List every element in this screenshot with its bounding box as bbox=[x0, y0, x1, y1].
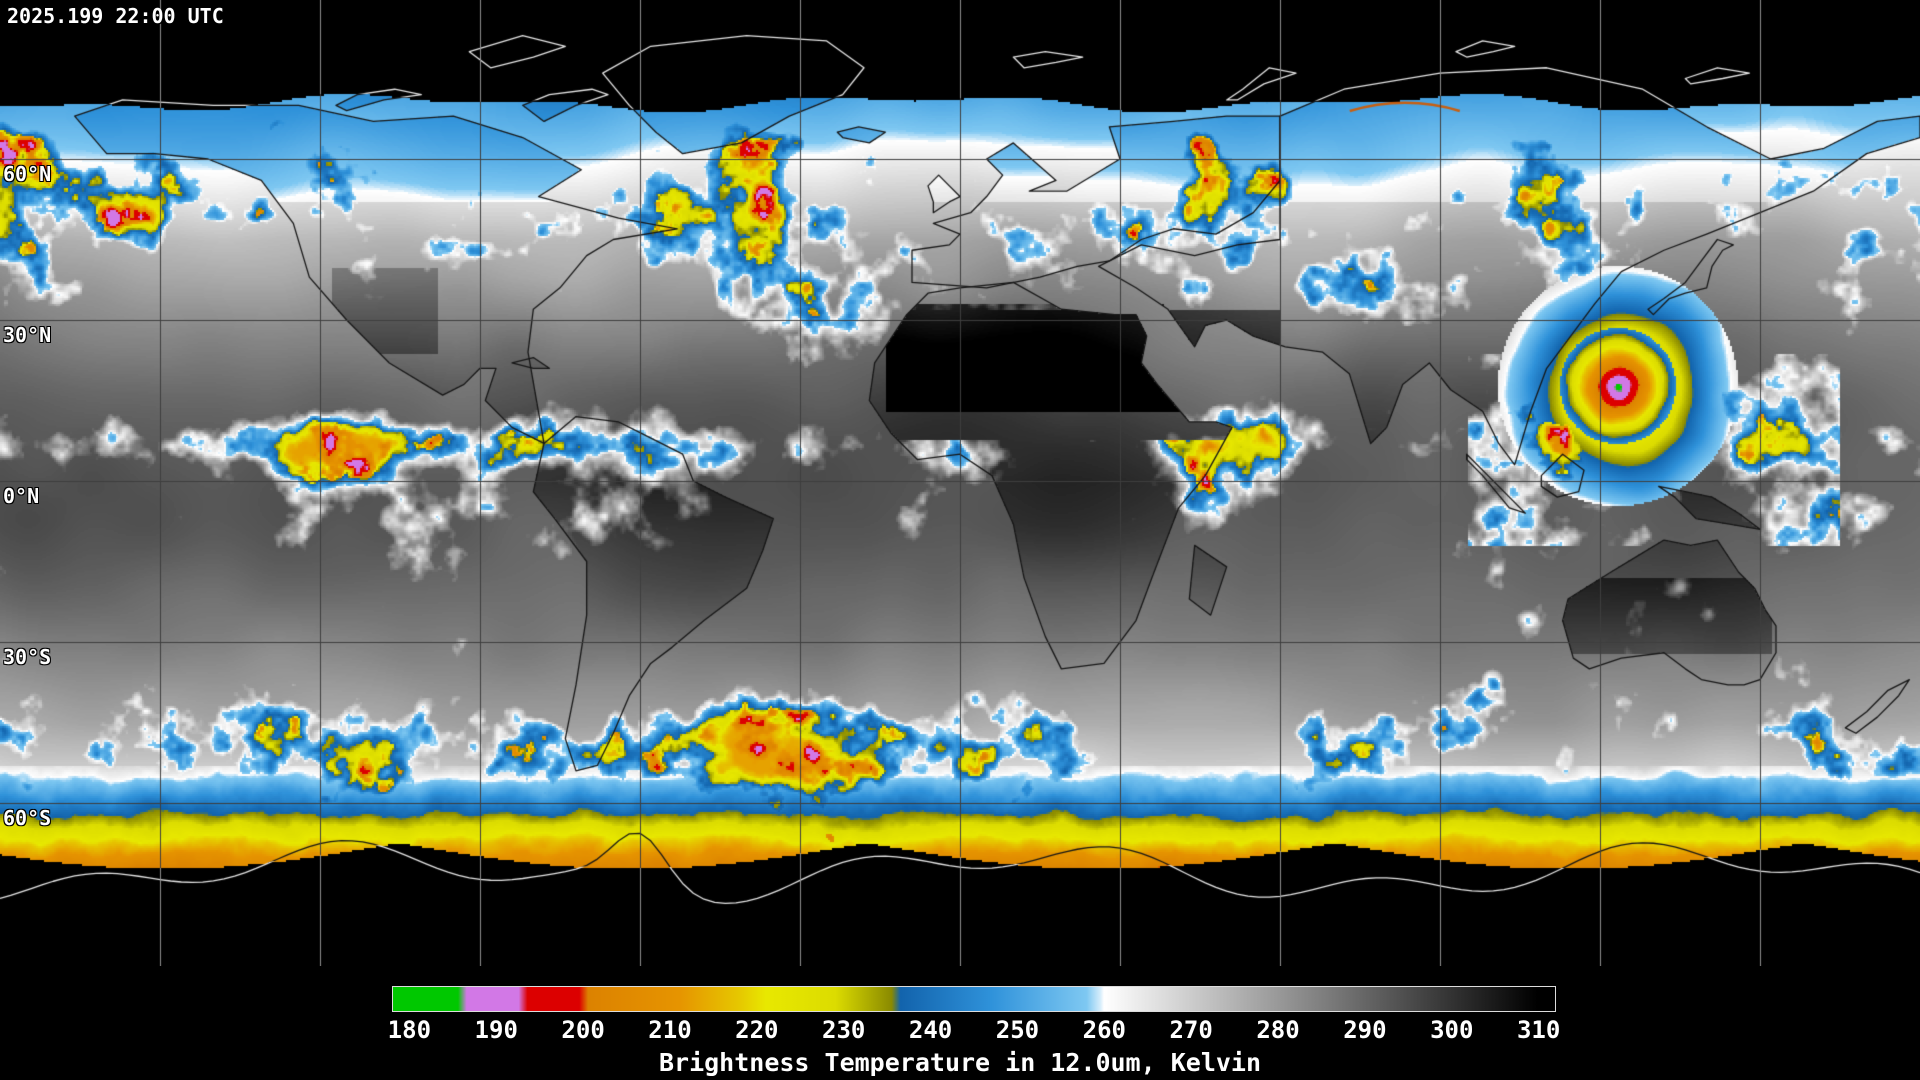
latitude-label: 30°N bbox=[3, 323, 52, 347]
colorbar-tick-label: 290 bbox=[1343, 1016, 1387, 1044]
latitude-label: 30°S bbox=[3, 645, 52, 669]
colorbar-tick-label: 300 bbox=[1430, 1016, 1474, 1044]
colorbar-tick-label: 280 bbox=[1256, 1016, 1300, 1044]
colorbar-tick-label: 270 bbox=[1169, 1016, 1213, 1044]
timestamp: 2025.199 22:00 UTC bbox=[7, 4, 224, 28]
latitude-label: 60°S bbox=[3, 806, 52, 830]
colorbar: 180 190 200 210 220 230 240 250 260 270 280 290 300 3… bbox=[388, 986, 1560, 1044]
colorbar-tick-label: 220 bbox=[735, 1016, 779, 1044]
latitude-label: 60°N bbox=[3, 162, 52, 186]
colorbar-tick-label: 250 bbox=[995, 1016, 1040, 1044]
colorbar-tick-label: 200 bbox=[561, 1016, 605, 1044]
colorbar-ticks: 180 190 200 210 220 230 240 250 260 270 280 290 300 3… bbox=[388, 1016, 1561, 1044]
colorbar-tick-label: 260 bbox=[1082, 1016, 1126, 1044]
colorbar-tick-label: 230 bbox=[822, 1016, 866, 1044]
satellite-map-canvas bbox=[0, 0, 1920, 966]
colorbar-tick-label: 310 bbox=[1516, 1016, 1561, 1044]
colorbar-gradient bbox=[392, 986, 1556, 1012]
colorbar-tick-label: 180 bbox=[387, 1016, 432, 1044]
map-area: 2025.199 22:00 UTC 60°N 30°N 0°N 30°S 60°S bbox=[0, 0, 1920, 966]
colorbar-tick-label: 240 bbox=[908, 1016, 953, 1044]
latitude-label: 0°N bbox=[3, 484, 40, 508]
colorbar-caption: Brightness Temperature in 12.0um, Kelvin bbox=[658, 1048, 1262, 1077]
colorbar-tick-label: 190 bbox=[474, 1016, 518, 1044]
colorbar-tick-label: 210 bbox=[648, 1016, 692, 1044]
